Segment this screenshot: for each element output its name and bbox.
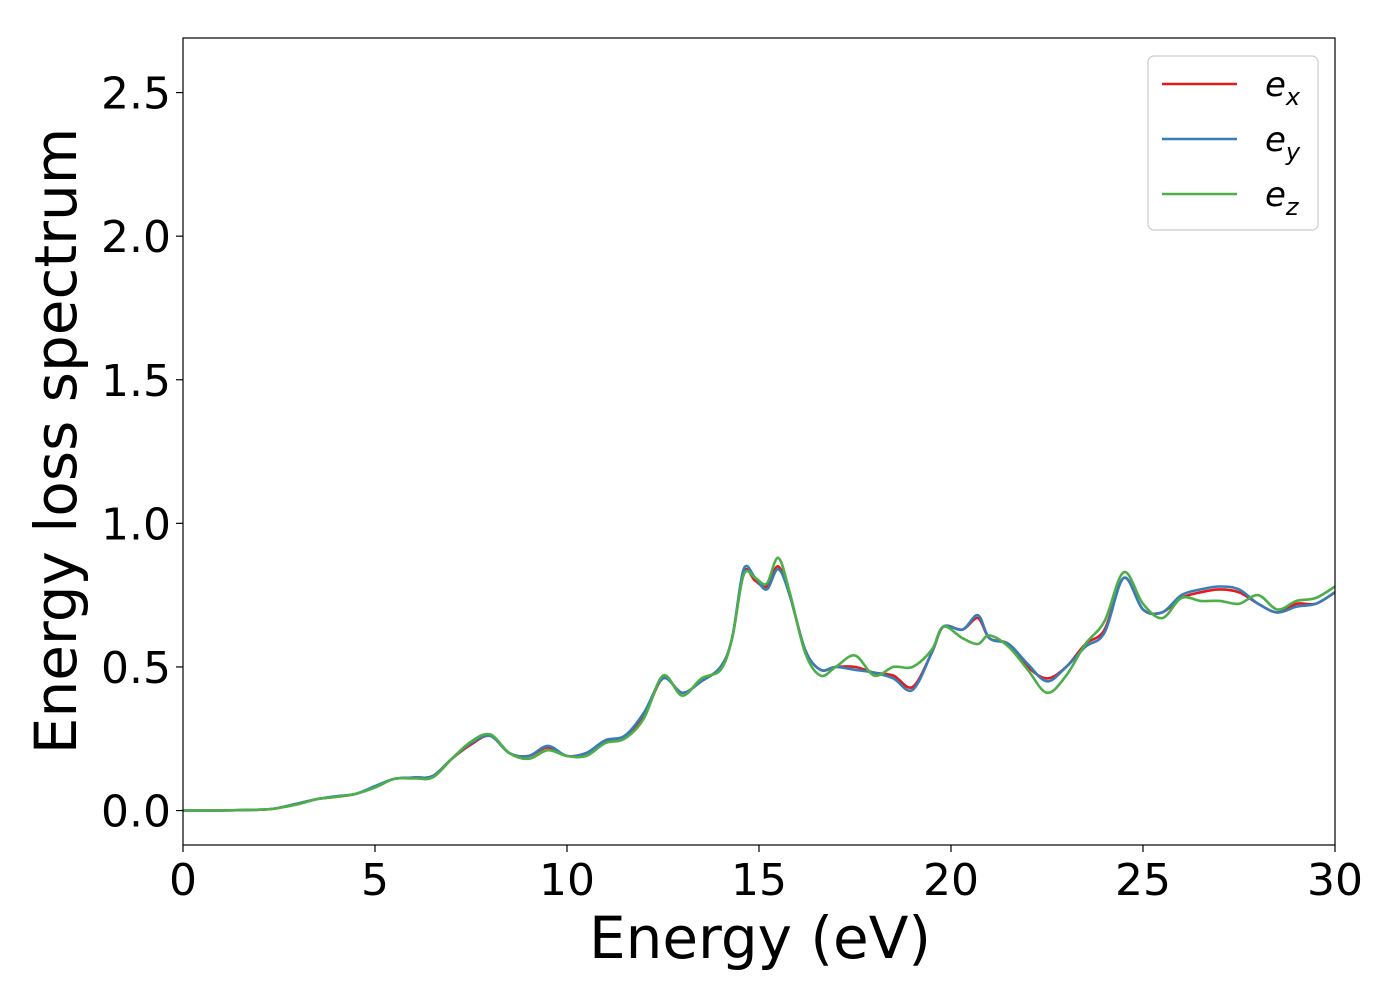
y-tick-label: 1.0 — [101, 499, 171, 550]
y-tick-label: 2.0 — [101, 212, 171, 263]
y-tick-label: 0.0 — [101, 787, 171, 838]
x-tick-label: 25 — [1115, 855, 1171, 906]
x-tick-label: 30 — [1307, 855, 1363, 906]
legend-label-y: ey — [1265, 120, 1301, 166]
x-tick-label: 5 — [361, 855, 389, 906]
ticks-layer: 0 5 10 15 20 25 30 0.0 0.5 1.0 1.5 2.0 2.5 — [101, 69, 1363, 906]
legend-box — [1147, 55, 1319, 231]
y-tick-label: 2.5 — [101, 69, 171, 120]
x-tick-label: 15 — [731, 855, 787, 906]
y-tick-label: 1.5 — [101, 356, 171, 407]
series-line-z — [182, 556, 1336, 812]
x-tick-label: 20 — [923, 855, 979, 906]
plot-area-frame — [182, 37, 1336, 846]
x-tick-label: 0 — [169, 855, 197, 906]
legend-label-x: ex — [1265, 65, 1301, 111]
x-axis-label: Energy (eV) — [589, 904, 931, 972]
series-line-y — [182, 564, 1336, 812]
x-tick-label: 10 — [539, 855, 595, 906]
y-axis-label: Energy loss spectrum — [22, 128, 90, 754]
legend: ex ey ez — [1147, 55, 1319, 231]
series-layer — [182, 556, 1336, 812]
series-line-x — [182, 565, 1336, 812]
legend-label-z: ez — [1265, 175, 1300, 221]
y-tick-label: 0.5 — [101, 643, 171, 694]
